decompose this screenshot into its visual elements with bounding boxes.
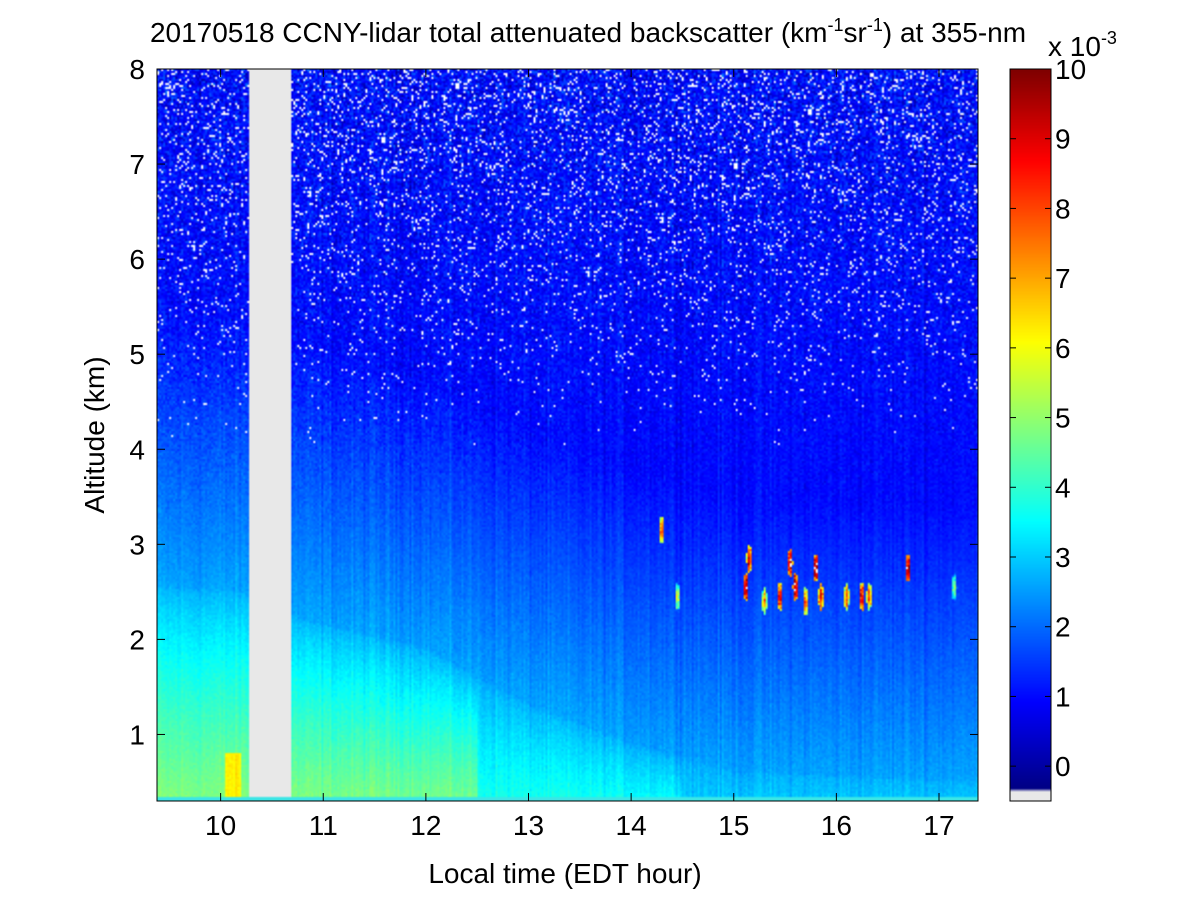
- title-sup-km: -1: [828, 15, 844, 35]
- colorbar-tick-label: 8: [1055, 193, 1071, 224]
- x-tick-label: 10: [205, 810, 236, 841]
- colorbar-tick-label: 7: [1055, 263, 1071, 294]
- colorbar-multiplier-exp: -3: [1101, 28, 1117, 48]
- title-part-main: 20170518 CCNY-lidar total attenuated bac…: [150, 17, 828, 48]
- colorbar-tick-label: 2: [1055, 612, 1071, 643]
- x-tick-label: 14: [616, 810, 647, 841]
- x-tick-label: 17: [923, 810, 954, 841]
- colorbar-tick-label: 3: [1055, 542, 1071, 573]
- colorbar-tick-label: 4: [1055, 472, 1071, 503]
- x-axis-label: Local time (EDT hour): [428, 858, 701, 889]
- colorbar-tick-label: 10: [1055, 54, 1086, 85]
- colorbar-tick-label: 6: [1055, 333, 1071, 364]
- x-tick-label: 16: [821, 810, 852, 841]
- colorbar-tick-label: 5: [1055, 403, 1071, 434]
- y-tick-label: 7: [129, 149, 145, 180]
- y-axis-ticks: 1 2 3 4 5 6 7 8: [129, 54, 978, 750]
- y-tick-label: 3: [129, 529, 145, 560]
- colorbar-tick-label: 0: [1055, 751, 1071, 782]
- colorbar-tick-label: 9: [1055, 124, 1071, 155]
- plot-frame: [156, 68, 979, 802]
- colorbar-gradient: [1010, 69, 1051, 801]
- title-part-end: ) at 355-nm: [883, 17, 1026, 48]
- colorbar-tick-label: 1: [1055, 681, 1071, 712]
- title-sup-sr: -1: [867, 15, 883, 35]
- colorbar: 0 1 2 3 4 5 6 7 8 9 10 x 10-3: [1009, 28, 1117, 802]
- x-tick-label: 13: [513, 810, 544, 841]
- y-tick-label: 6: [129, 244, 145, 275]
- y-tick-label: 4: [129, 434, 145, 465]
- colorbar-frame: [1009, 68, 1052, 802]
- y-tick-label: 8: [129, 54, 145, 85]
- colorbar-multiplier: x 10-3: [1048, 28, 1117, 62]
- x-tick-label: 11: [309, 810, 338, 841]
- title-part-sr: sr: [844, 17, 867, 48]
- y-tick-label: 1: [129, 719, 145, 750]
- colorbar-multiplier-base: x 10: [1048, 31, 1101, 62]
- chart-title: 20170518 CCNY-lidar total attenuated bac…: [150, 15, 1026, 48]
- y-tick-label: 5: [129, 339, 145, 370]
- y-tick-label: 2: [129, 624, 145, 655]
- y-axis-label: Altitude (km): [79, 356, 110, 513]
- x-axis-ticks: 10 11 12 13 14 15 16 17: [205, 69, 955, 841]
- colorbar-ticks: 0 1 2 3 4 5 6 7 8 9 10: [1010, 54, 1086, 782]
- backscatter-heatmap: [157, 69, 978, 801]
- x-tick-label: 15: [718, 810, 749, 841]
- x-tick-label: 12: [410, 810, 441, 841]
